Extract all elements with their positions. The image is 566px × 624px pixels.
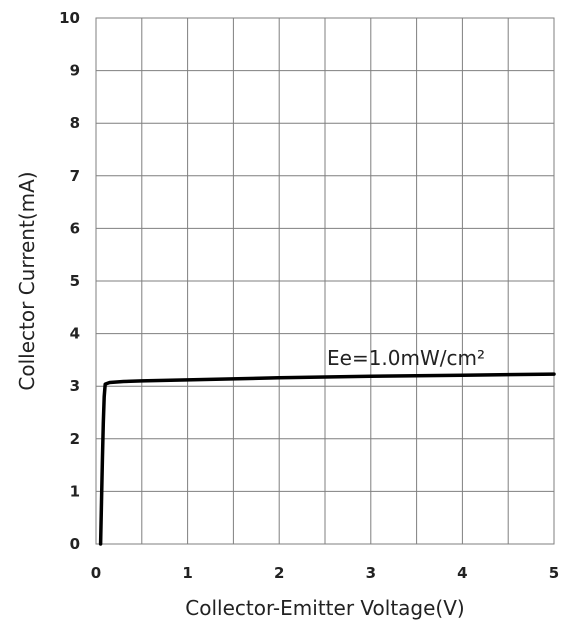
y-tick-label: 9	[70, 62, 80, 80]
x-tick-label: 4	[457, 564, 467, 582]
x-tick-label: 3	[366, 564, 376, 582]
x-tick-labels: 0 1 2 3 4 5	[91, 564, 559, 582]
series-line	[98, 372, 556, 546]
y-tick-label: 6	[70, 219, 80, 237]
x-axis-label: Collector-Emitter Voltage(V)	[185, 596, 464, 620]
y-tick-label: 3	[70, 377, 80, 395]
y-tick-label: 8	[70, 114, 80, 132]
y-tick-label: 2	[70, 430, 80, 448]
series-layer	[98, 372, 556, 546]
y-tick-label: 10	[59, 9, 80, 27]
y-tick-label: 7	[70, 167, 80, 185]
x-tick-label: 2	[274, 564, 284, 582]
curve-annotation: Ee=1.0mW/cm²	[327, 346, 485, 370]
plot-frame	[95, 17, 555, 545]
x-tick-label: 1	[182, 564, 192, 582]
y-tick-label: 5	[70, 272, 80, 290]
y-tick-label: 1	[70, 482, 80, 500]
y-tick-label: 0	[70, 535, 80, 553]
y-axis-label: Collector Current(mA)	[15, 171, 39, 390]
annotation-layer: Ee=1.0mW/cm²	[327, 346, 485, 370]
y-tick-labels: 0 1 2 3 4 5 6 7 8 9 10	[59, 9, 80, 553]
x-tick-label: 5	[549, 564, 559, 582]
x-tick-label: 0	[91, 564, 101, 582]
y-tick-label: 4	[70, 325, 80, 343]
